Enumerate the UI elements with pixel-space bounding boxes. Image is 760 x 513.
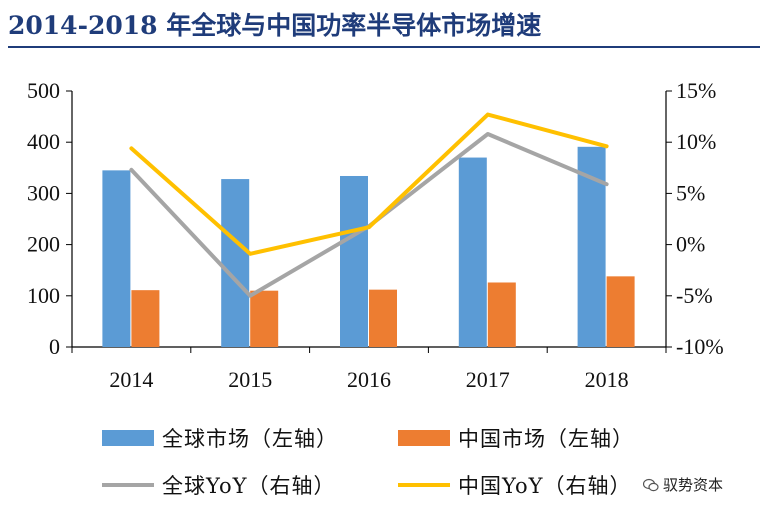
right-tick-label: 15%: [676, 78, 716, 103]
left-tick-label: 200: [27, 232, 60, 257]
right-tick-label: 5%: [676, 180, 705, 205]
right-tick-label: -10%: [676, 334, 724, 359]
bar-china-market: [487, 282, 516, 347]
watermark-text: 驭势资本: [663, 476, 724, 494]
left-tick-label: 100: [27, 283, 60, 308]
title-underline: [8, 46, 760, 48]
bar-global-market: [458, 157, 487, 347]
bar-global-market: [340, 175, 368, 347]
chart-title: 2014-2018 年全球与中国功率半导体市场增速: [8, 11, 542, 40]
x-tick-label: 2018: [585, 367, 629, 392]
bar-global-market: [102, 170, 131, 347]
x-tick-label: 2017: [466, 367, 510, 392]
right-tick-label: 0%: [676, 232, 705, 257]
left-tick-label: 500: [27, 78, 60, 103]
x-tick-label: 2014: [109, 367, 153, 392]
line-global-yoy: [129, 132, 609, 298]
bar-china-market: [131, 290, 160, 347]
right-tick-label: 10%: [676, 129, 716, 154]
left-tick-label: 300: [27, 180, 60, 205]
x-tick-label: 2015: [228, 367, 272, 392]
watermark: 驭势资本: [640, 473, 727, 496]
line-china-yoy: [129, 112, 609, 256]
wechat-icon: [643, 478, 659, 491]
left-tick-label: 0: [49, 334, 60, 359]
bar-china-market: [250, 290, 279, 347]
right-tick-label: -5%: [676, 283, 713, 308]
bar-china-market: [606, 276, 635, 347]
left-tick-label: 400: [27, 129, 60, 154]
x-tick-label: 2016: [347, 367, 391, 392]
bar-china-market: [369, 289, 397, 347]
bar-global-market: [221, 179, 250, 347]
